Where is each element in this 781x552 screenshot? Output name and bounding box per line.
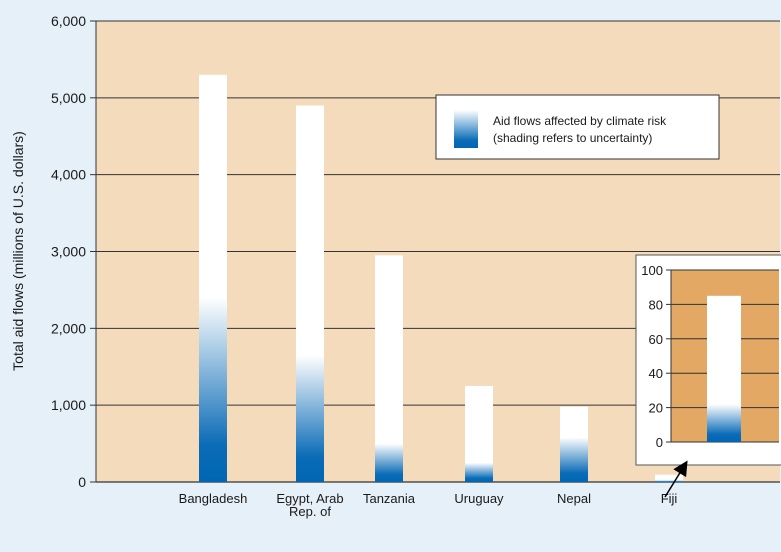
category-label: Tanzania [363, 491, 416, 506]
inset-tick-label: 100 [641, 263, 663, 278]
inset-bar [707, 295, 741, 442]
inset-tick-label: 20 [649, 401, 663, 416]
bar-climate-risk [296, 355, 324, 482]
category-label: Egypt, Arab [276, 491, 343, 506]
category-label: Uruguay [454, 491, 504, 506]
inset-tick-label: 80 [649, 297, 663, 312]
y-tick-label: 3,000 [51, 244, 86, 260]
inset-bar-climate-risk [707, 404, 741, 442]
bar-climate-risk [199, 297, 227, 482]
y-tick-label: 5,000 [51, 90, 86, 106]
category-label: Fiji [661, 491, 678, 506]
y-axis-label: Total aid flows (millions of U.S. dollar… [10, 131, 26, 371]
inset-pointer-arrow [664, 460, 688, 498]
inset-tick-label: 40 [649, 366, 663, 381]
bar-total [655, 474, 683, 482]
inset-tick-label: 60 [649, 332, 663, 347]
bar-climate-risk [655, 480, 683, 482]
category-label: Nepal [557, 491, 591, 506]
fiji-inset: 0 20 40 60 80 100 [635, 254, 781, 466]
y-tick-label: 1,000 [51, 397, 86, 413]
inset-y-ticks: 0 20 40 60 80 100 [641, 263, 672, 450]
legend-swatch [454, 110, 478, 148]
y-axis-ticks: 0 1,000 2,000 3,000 4,000 5,000 6,000 [51, 13, 97, 490]
inset-tick-label: 0 [656, 435, 663, 450]
legend-box [435, 94, 720, 160]
y-tick-label: 6,000 [51, 13, 86, 29]
y-tick-label: 0 [78, 474, 86, 490]
bar-climate-risk [375, 443, 403, 482]
bar-climate-risk [560, 437, 588, 482]
bars [199, 74, 683, 483]
legend-line-1: Aid flows affected by climate risk [493, 114, 667, 128]
y-tick-label: 2,000 [51, 320, 86, 336]
category-label: Rep. of [289, 504, 331, 519]
category-label: Bangladesh [179, 491, 248, 506]
bar-climate-risk [465, 462, 493, 482]
legend: Aid flows affected by climate risk (shad… [435, 94, 720, 160]
legend-line-2: (shading refers to uncertainty) [493, 131, 652, 145]
y-tick-label: 4,000 [51, 167, 86, 183]
